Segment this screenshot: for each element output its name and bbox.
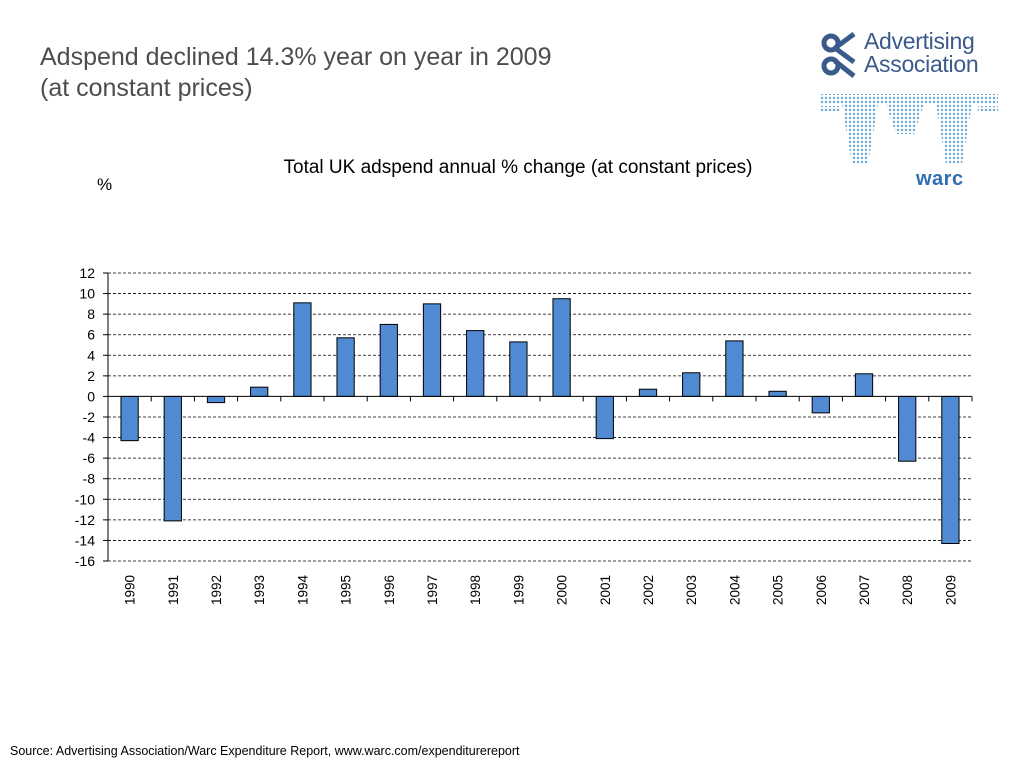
gridlines [103, 272, 972, 562]
bar-2009 [941, 395, 960, 545]
x-tick-label: 1994 [295, 575, 310, 606]
aa-line1: Advertising [864, 28, 975, 54]
bar-2007 [854, 373, 874, 397]
y-tick-label: -12 [75, 512, 95, 528]
y-tick-label: -4 [83, 430, 96, 446]
axes [107, 273, 973, 561]
page-title-line1: Adspend declined 14.3% year on year in 2… [40, 43, 552, 71]
x-tick-label: 2005 [771, 575, 786, 605]
y-tick-label: 4 [87, 347, 95, 363]
source-note: Source: Advertising Association/Warc Exp… [10, 744, 520, 758]
bar-2005 [768, 390, 787, 397]
page-title-line2: (at constant prices) [40, 74, 253, 102]
bar-2004 [725, 340, 744, 397]
x-tick-label: 1998 [468, 575, 483, 605]
x-tick-label: 2003 [684, 575, 699, 605]
x-tick-label: 2002 [641, 575, 656, 605]
x-tick-label: 1997 [425, 575, 440, 605]
y-tick-label: -2 [83, 409, 96, 425]
x-tick-label: 1995 [339, 575, 354, 605]
advertising-association-mark-icon [821, 32, 856, 78]
x-tick-label: 2007 [857, 575, 872, 605]
x-tick-label: 2009 [943, 575, 958, 605]
y-axis-label: % [97, 175, 112, 194]
x-tick-label: 2004 [727, 575, 742, 606]
y-tick-label: -16 [75, 553, 95, 569]
bar-1996 [379, 323, 398, 397]
bar-1994 [293, 302, 312, 397]
bars [120, 298, 960, 545]
bar-1990 [120, 395, 139, 442]
y-tick-label: -6 [83, 450, 96, 466]
bar-2002 [638, 388, 658, 397]
bar-2000 [552, 298, 571, 397]
warc-wordmark: warc [916, 168, 964, 190]
advertising-association-logo: Advertising Association [820, 30, 1000, 80]
y-tick-label: 6 [87, 327, 95, 343]
bar-1995 [336, 337, 355, 397]
page-title: Adspend declined 14.3% year on year in 2… [40, 42, 551, 104]
bar-2003 [682, 372, 701, 397]
x-tick-label: 1990 [123, 575, 138, 605]
x-tick-label: 2008 [900, 575, 915, 605]
bar-1991 [163, 395, 182, 522]
x-tick-label: 1996 [382, 575, 397, 605]
y-tick-labels: 12 10 8 6 4 2 0 -2 -4 -6 -8 -10 -12 -14 -16 [75, 265, 95, 569]
bar-1997 [422, 303, 442, 397]
bar-2008 [898, 395, 917, 462]
x-tick-label: 1993 [252, 575, 267, 605]
x-tick-label: 1991 [166, 575, 181, 605]
bar-1992 [206, 395, 226, 404]
bar-2001 [595, 395, 614, 440]
x-tick-label: 1992 [209, 575, 224, 605]
y-tick-label: 8 [87, 306, 95, 322]
chart-title: Total UK adspend annual % change (at con… [284, 157, 753, 178]
warc-logo: warc [820, 92, 1000, 192]
warc-pattern-icon [820, 94, 998, 164]
x-tick-label: 2000 [555, 575, 570, 605]
x-tick-label: 2001 [598, 575, 613, 605]
x-tick-label: 2006 [814, 575, 829, 605]
aa-line2: Association [864, 51, 979, 77]
y-tick-label: 10 [79, 286, 95, 302]
bar-1998 [466, 330, 485, 397]
bar-1999 [509, 341, 528, 397]
bar-1993 [250, 386, 269, 397]
x-tick-label: 1999 [511, 575, 526, 605]
y-tick-label: 2 [87, 368, 95, 384]
bar-2006 [811, 395, 830, 414]
y-tick-label: 12 [79, 265, 95, 281]
y-tick-label: 0 [87, 388, 95, 404]
x-tick-labels: 1990 1991 1992 1993 1994 1995 1996 1997 1998 1999… [123, 575, 959, 606]
y-tick-label: -10 [75, 491, 95, 507]
y-tick-label: -14 [75, 532, 95, 548]
advertising-association-wordmark: Advertising Association [864, 28, 979, 77]
y-tick-label: -8 [83, 471, 96, 487]
